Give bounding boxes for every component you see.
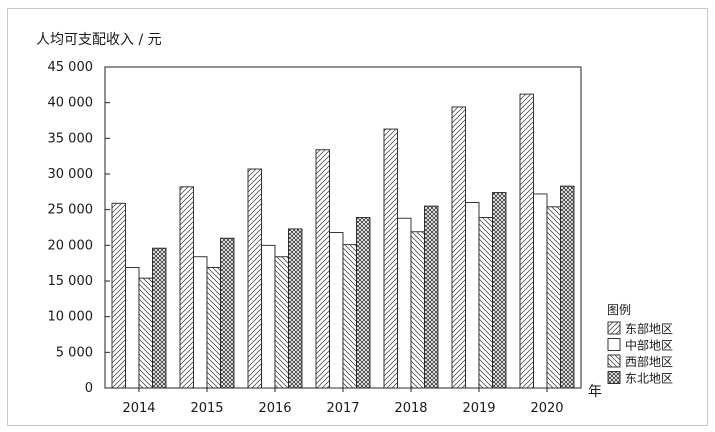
y-tick-label: 40 000 <box>48 96 94 111</box>
bar-2016-东北地区 <box>288 228 303 389</box>
bar-2017-西部地区 <box>342 244 357 389</box>
bar-2016-中部地区 <box>261 244 276 389</box>
bar-2020-中部地区 <box>533 193 548 389</box>
legend-swatch-西部地区 <box>607 354 621 368</box>
x-tick-label: 2017 <box>326 401 359 416</box>
bar-2015-西部地区 <box>206 266 221 389</box>
legend-label: 东北地区 <box>625 372 673 386</box>
bar-2015-东北地区 <box>220 237 235 389</box>
plot-area: 0 5 000 10 000 15 000 20 000 25 000 30 000 35 0… <box>48 60 582 416</box>
bar-2014-西部地区 <box>138 277 153 389</box>
bar-2019-西部地区 <box>478 217 493 389</box>
y-tick-label: 25 000 <box>48 203 94 218</box>
legend-swatch-东部地区 <box>607 321 621 335</box>
legend-label: 东部地区 <box>625 321 673 336</box>
bar-2019-中部地区 <box>465 202 480 389</box>
bar-2018-东北地区 <box>424 205 439 389</box>
bar-2017-东部地区 <box>315 149 330 389</box>
x-tick-label: 2014 <box>122 401 155 416</box>
x-tick-label: 2019 <box>462 401 495 416</box>
y-axis-title: 人均可支配收入 / 元 <box>36 32 162 48</box>
bar-2018-东部地区 <box>383 128 398 389</box>
y-tick-label: 5 000 <box>56 345 93 360</box>
y-tick-label: 20 000 <box>48 238 94 253</box>
bar-2018-中部地区 <box>397 217 412 389</box>
legend-title: 图例 <box>607 303 631 317</box>
legend-label: 中部地区 <box>625 338 673 353</box>
legend-label: 西部地区 <box>625 354 673 369</box>
y-tick-label: 15 000 <box>48 274 94 289</box>
bar-2020-西部地区 <box>546 206 561 389</box>
bar-2020-东北地区 <box>560 185 575 389</box>
legend-swatch-东北地区 <box>607 371 621 384</box>
bar-2014-东北地区 <box>152 247 167 389</box>
y-tick-label: 30 000 <box>48 167 94 182</box>
bar-2019-东北地区 <box>492 192 507 389</box>
y-tick-label: 45 000 <box>48 60 94 75</box>
bar-2017-东北地区 <box>356 217 371 389</box>
bar-2019-东部地区 <box>451 106 466 389</box>
bar-2016-西部地区 <box>274 256 289 389</box>
x-axis-title: 年 <box>588 384 602 400</box>
bar-2014-东部地区 <box>111 202 126 389</box>
y-tick-label: 0 <box>85 381 93 396</box>
bar-2015-东部地区 <box>179 186 194 389</box>
y-tick-label: 10 000 <box>48 310 94 325</box>
x-tick-label: 2018 <box>394 401 427 416</box>
bar-2018-西部地区 <box>410 231 425 389</box>
bar-2017-中部地区 <box>329 232 344 389</box>
legend-swatch-中部地区 <box>607 338 621 351</box>
bar-2016-东部地区 <box>247 168 262 389</box>
bar-2015-中部地区 <box>193 256 208 389</box>
x-tick-label: 2020 <box>530 401 563 416</box>
bar-2014-中部地区 <box>125 266 140 389</box>
x-tick-label: 2016 <box>258 401 291 416</box>
y-tick-label: 35 000 <box>48 131 94 146</box>
x-tick-label: 2015 <box>190 401 223 416</box>
bar-2020-东部地区 <box>519 93 534 389</box>
